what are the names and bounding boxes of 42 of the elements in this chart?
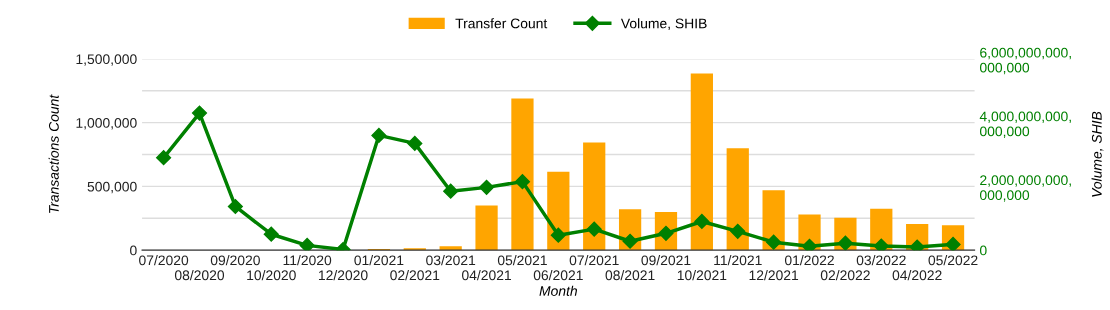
x-tick-label: 02/2021 — [390, 269, 440, 281]
y-tick-label: 500,000 — [87, 181, 137, 194]
y2-tick-label: 0 — [979, 245, 987, 256]
x-axis-title: Month — [539, 285, 577, 296]
y-tick-label: 1,500,000 — [76, 54, 137, 66]
x-tick-label: 12/2021 — [749, 269, 799, 281]
y2-axis-title: Volume, SHIB — [1091, 111, 1104, 197]
x-tick-label: 09/2021 — [641, 255, 691, 266]
y-tick-label: 1,000,000 — [76, 117, 137, 130]
x-tick-label: 01/2021 — [354, 255, 404, 266]
x-tick-label: 04/2022 — [892, 269, 942, 281]
legend-label: Volume, SHIB — [620, 18, 707, 30]
legend-label: Transfer Count — [455, 18, 548, 29]
y2-tick-label: 4,000,000,000,000,000 — [979, 111, 1071, 138]
x-tick-label: 08/2021 — [605, 269, 655, 281]
bar — [475, 205, 498, 251]
x-tick-label: 09/2020 — [210, 255, 260, 266]
x-tick-label: 08/2020 — [174, 269, 225, 281]
x-tick-label: 03/2022 — [856, 255, 906, 266]
x-tick-label: 11/2020 — [283, 255, 332, 266]
x-tick-label: 03/2021 — [426, 255, 476, 266]
x-tick-label: 07/2020 — [139, 255, 189, 266]
y-tick-label: 0 — [130, 245, 137, 256]
y-axis-title: Transactions Count — [48, 94, 59, 213]
x-tick-label: 05/2022 — [928, 255, 978, 266]
x-tick-label: 06/2021 — [533, 269, 583, 281]
bar — [511, 98, 534, 251]
y2-tick-label: 6,000,000,000,000,000 — [979, 47, 1071, 75]
x-tick-label: 02/2022 — [820, 269, 870, 281]
x-tick-label: 07/2021 — [569, 255, 619, 266]
bar — [690, 73, 713, 251]
x-tick-label: 04/2021 — [462, 269, 511, 281]
bar — [439, 246, 462, 251]
bar — [726, 148, 749, 251]
x-tick-label: 05/2021 — [497, 255, 547, 266]
x-tick-label: 01/2022 — [784, 255, 834, 266]
x-tick-label: 11/2021 — [714, 255, 762, 266]
bar — [583, 142, 606, 251]
x-tick-label: 10/2021 — [677, 269, 727, 281]
x-tick-label: 10/2020 — [247, 269, 296, 281]
y2-tick-label: 2,000,000,000,000,000 — [979, 175, 1071, 202]
x-tick-label: 12/2020 — [318, 269, 368, 281]
